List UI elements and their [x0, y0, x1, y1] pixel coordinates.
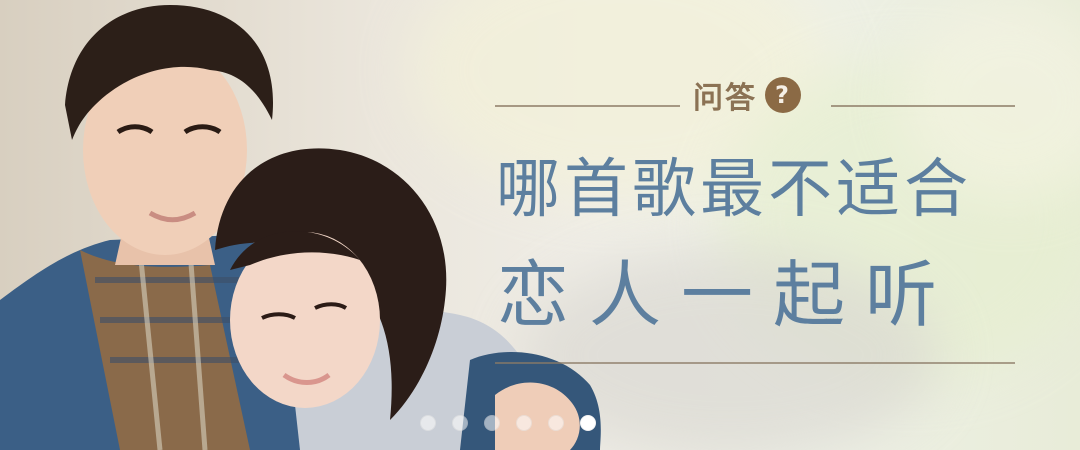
qa-header: 问答 ? [495, 70, 1015, 116]
divider-line [495, 362, 1015, 364]
carousel-dot[interactable] [420, 415, 436, 431]
carousel-dot[interactable] [548, 415, 564, 431]
carousel-dot[interactable] [452, 415, 468, 431]
carousel-dot-active[interactable] [580, 415, 596, 431]
divider-line [831, 105, 1015, 107]
carousel-dot[interactable] [484, 415, 500, 431]
qa-label: 问答 [693, 81, 757, 116]
headline-line2: 恋人一起听 [497, 253, 958, 337]
background-blur [900, 0, 1080, 200]
divider-line [495, 105, 680, 107]
carousel-dot[interactable] [516, 415, 532, 431]
question-mark-icon: ? [765, 77, 801, 113]
headline-line1: 哪首歌最不适合 [496, 153, 972, 227]
carousel-dots [420, 410, 670, 436]
qa-title: 问答 ? [693, 75, 819, 116]
